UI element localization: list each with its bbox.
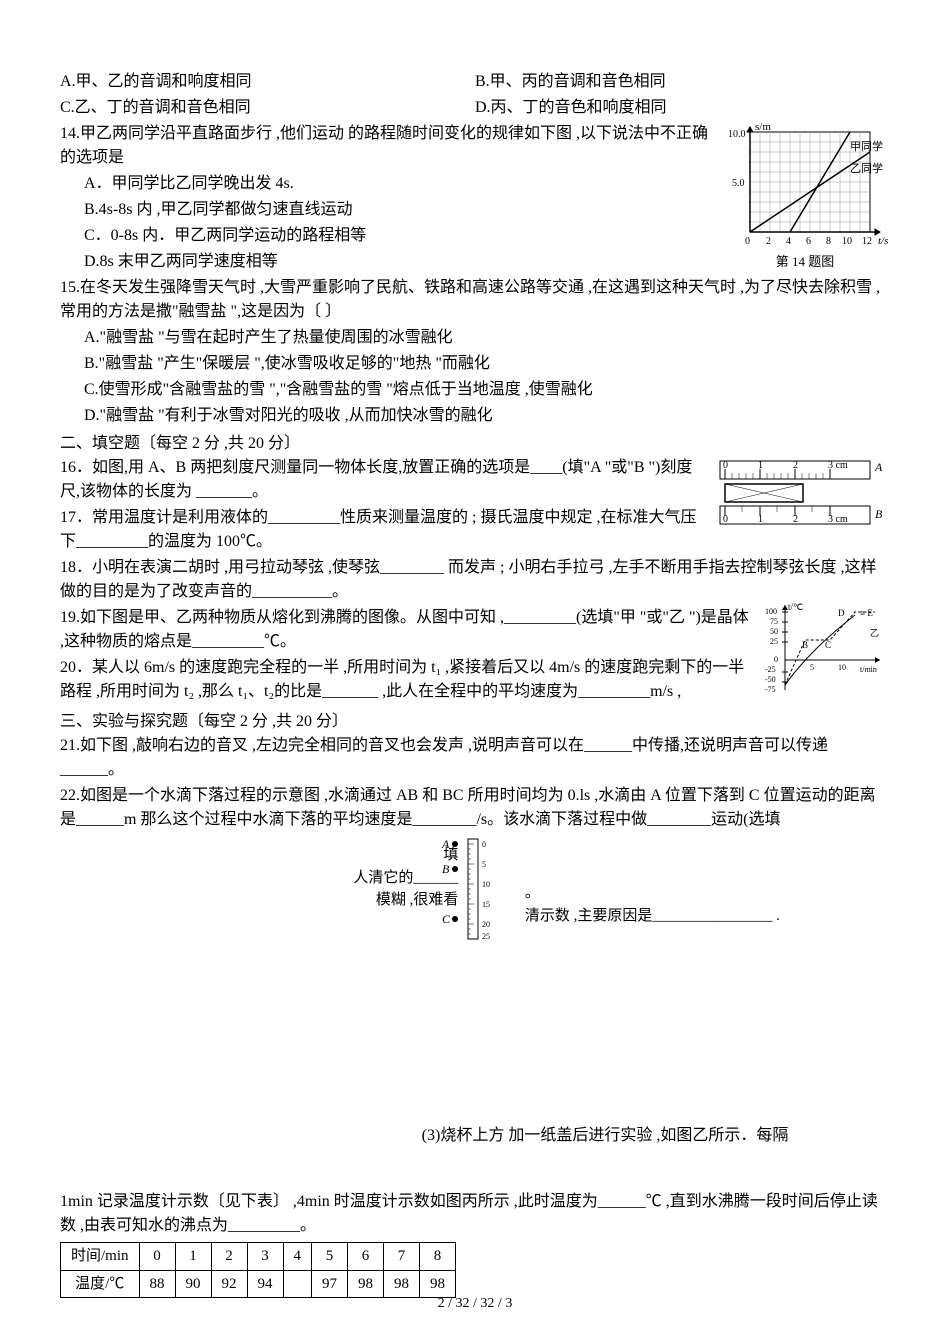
svg-text:1: 1 bbox=[758, 514, 763, 525]
svg-text:3 cm: 3 cm bbox=[828, 514, 848, 525]
q18: 18．小明在表演二胡时 ,用弓拉动琴弦 ,使琴弦________ 而发声 ; 小… bbox=[60, 556, 890, 604]
svg-text:75: 75 bbox=[770, 617, 778, 626]
q15-d: D."融雪盐 "有利于冰雪对阳光的吸收 ,从而加快冰雪的融化 bbox=[60, 404, 890, 428]
q22-extra-right: 。 清示数 ,主要原因是________________ . bbox=[525, 882, 890, 927]
svg-text:0: 0 bbox=[723, 460, 728, 471]
svg-text:6: 6 bbox=[806, 236, 811, 247]
q13-options-ab: A.甲、乙的音调和响度相同 B.甲、丙的音调和音色相同 bbox=[60, 70, 890, 94]
svg-text:50: 50 bbox=[770, 627, 778, 636]
svg-text:10: 10 bbox=[838, 663, 846, 672]
svg-text:C: C bbox=[825, 640, 831, 650]
svg-text:10.0: 10.0 bbox=[728, 129, 746, 140]
data-table: 时间/min 0 1 2 3 4 5 6 7 8 温度/℃ 88 90 92 9… bbox=[60, 1242, 456, 1298]
page-number: 2 / 32 / 32 / 3 bbox=[0, 1293, 950, 1314]
svg-text:25: 25 bbox=[482, 932, 490, 941]
q13-b: B.甲、丙的音调和音色相同 bbox=[475, 70, 890, 94]
q14-figure: s/m 10.0 5.0 0 2 4 6 8 10 12 t/s 甲同学 乙同学… bbox=[720, 122, 890, 272]
q13-c: C.乙、丁的音调和音色相同 bbox=[60, 96, 475, 120]
q15-c: C.使雪形成"含融雪盐的雪 ","含融雪盐的雪 "熔点低于当地温度 ,使雪融化 bbox=[60, 378, 890, 402]
svg-text:乙同学: 乙同学 bbox=[850, 161, 883, 175]
q15-a: A."融雪盐 "与雪在起时产生了热量使周围的冰雪融化 bbox=[60, 326, 890, 350]
q13-options-cd: C.乙、丁的音调和音色相同 D.丙、丁的音色和响度相同 bbox=[60, 96, 890, 120]
svg-text:t/min: t/min bbox=[860, 665, 877, 674]
q22: 22.如图是一个水滴下落过程的示意图 ,水滴通过 AB 和 BC 所用时间均为 … bbox=[60, 784, 890, 832]
svg-text:20: 20 bbox=[482, 920, 490, 929]
svg-text:4: 4 bbox=[786, 236, 791, 247]
q21: 21.如下图 ,敲响右边的音叉 ,左边完全相同的音叉也会发声 ,说明声音可以在_… bbox=[60, 734, 890, 782]
section3-title: 三、实验与探究题〔每空 2 分 ,共 20 分〕 bbox=[60, 710, 890, 734]
svg-text:2: 2 bbox=[766, 236, 771, 247]
svg-text:-50: -50 bbox=[765, 675, 776, 684]
q19-figure: t/℃ 100 75 50 25 0 -25 -50 -75 5 10 t/mi… bbox=[760, 600, 890, 700]
svg-text:s/m: s/m bbox=[755, 122, 771, 133]
svg-text:C: C bbox=[442, 912, 451, 926]
svg-text:10: 10 bbox=[842, 236, 852, 247]
svg-text:A: A bbox=[874, 460, 883, 474]
svg-text:10: 10 bbox=[482, 880, 490, 889]
svg-text:25: 25 bbox=[770, 637, 778, 646]
table-row1-label: 时间/min bbox=[61, 1243, 140, 1271]
svg-text:0: 0 bbox=[745, 236, 750, 247]
svg-text:0: 0 bbox=[482, 840, 486, 849]
svg-text:≡ E: ≡ E bbox=[860, 608, 873, 618]
q23-below: 1min 记录温度计示数〔见下表〕 ,4min 时温度计示数如图丙所示 ,此时温… bbox=[60, 1190, 890, 1238]
svg-text:1: 1 bbox=[758, 460, 763, 471]
svg-text:-25: -25 bbox=[765, 665, 776, 674]
svg-text:t/℃: t/℃ bbox=[788, 602, 803, 612]
section2-title: 二、填空题〔每空 2 分 ,共 20 分〕 bbox=[60, 432, 890, 456]
svg-text:-75: -75 bbox=[765, 685, 776, 694]
q15-stem: 15.在冬天发生强降雪天气时 ,大雪严重影响了民航、铁路和高速公路等交通 ,在这… bbox=[60, 276, 890, 324]
svg-text:5: 5 bbox=[810, 663, 814, 672]
svg-text:100: 100 bbox=[765, 607, 777, 616]
svg-text:乙: 乙 bbox=[870, 628, 879, 638]
q22-extra: 填 人清它的______ 模糊 ,很难看 bbox=[60, 844, 458, 912]
q16-figure: 0 1 2 3 cm A 0 1 2 3 cm B bbox=[710, 456, 890, 536]
svg-text:15: 15 bbox=[482, 900, 490, 909]
q23-part3: (3)烧杯上方 加一纸盖后进行实验 ,如图乙所示．每隔 bbox=[60, 1124, 890, 1148]
svg-text:2: 2 bbox=[793, 514, 798, 525]
svg-text:甲同学: 甲同学 bbox=[850, 139, 883, 153]
q14-fig-label: 第 14 题图 bbox=[720, 252, 890, 272]
svg-text:0: 0 bbox=[723, 514, 728, 525]
svg-text:8: 8 bbox=[826, 236, 831, 247]
svg-text:D: D bbox=[838, 608, 845, 618]
svg-text:12: 12 bbox=[862, 236, 872, 247]
svg-text:5.0: 5.0 bbox=[732, 178, 745, 189]
q15-b: B."融雪盐 "产生"保暖层 ",使冰雪吸收足够的"地热 "而融化 bbox=[60, 352, 890, 376]
svg-text:B: B bbox=[875, 507, 883, 521]
svg-text:t/s: t/s bbox=[878, 235, 888, 247]
svg-text:2: 2 bbox=[793, 460, 798, 471]
q13-d: D.丙、丁的音色和响度相同 bbox=[475, 96, 890, 120]
svg-text:5: 5 bbox=[482, 860, 486, 869]
q13-a: A.甲、乙的音调和响度相同 bbox=[60, 70, 475, 94]
svg-text:0: 0 bbox=[774, 655, 778, 664]
svg-text:B: B bbox=[802, 640, 808, 650]
svg-text:3 cm: 3 cm bbox=[828, 460, 848, 471]
